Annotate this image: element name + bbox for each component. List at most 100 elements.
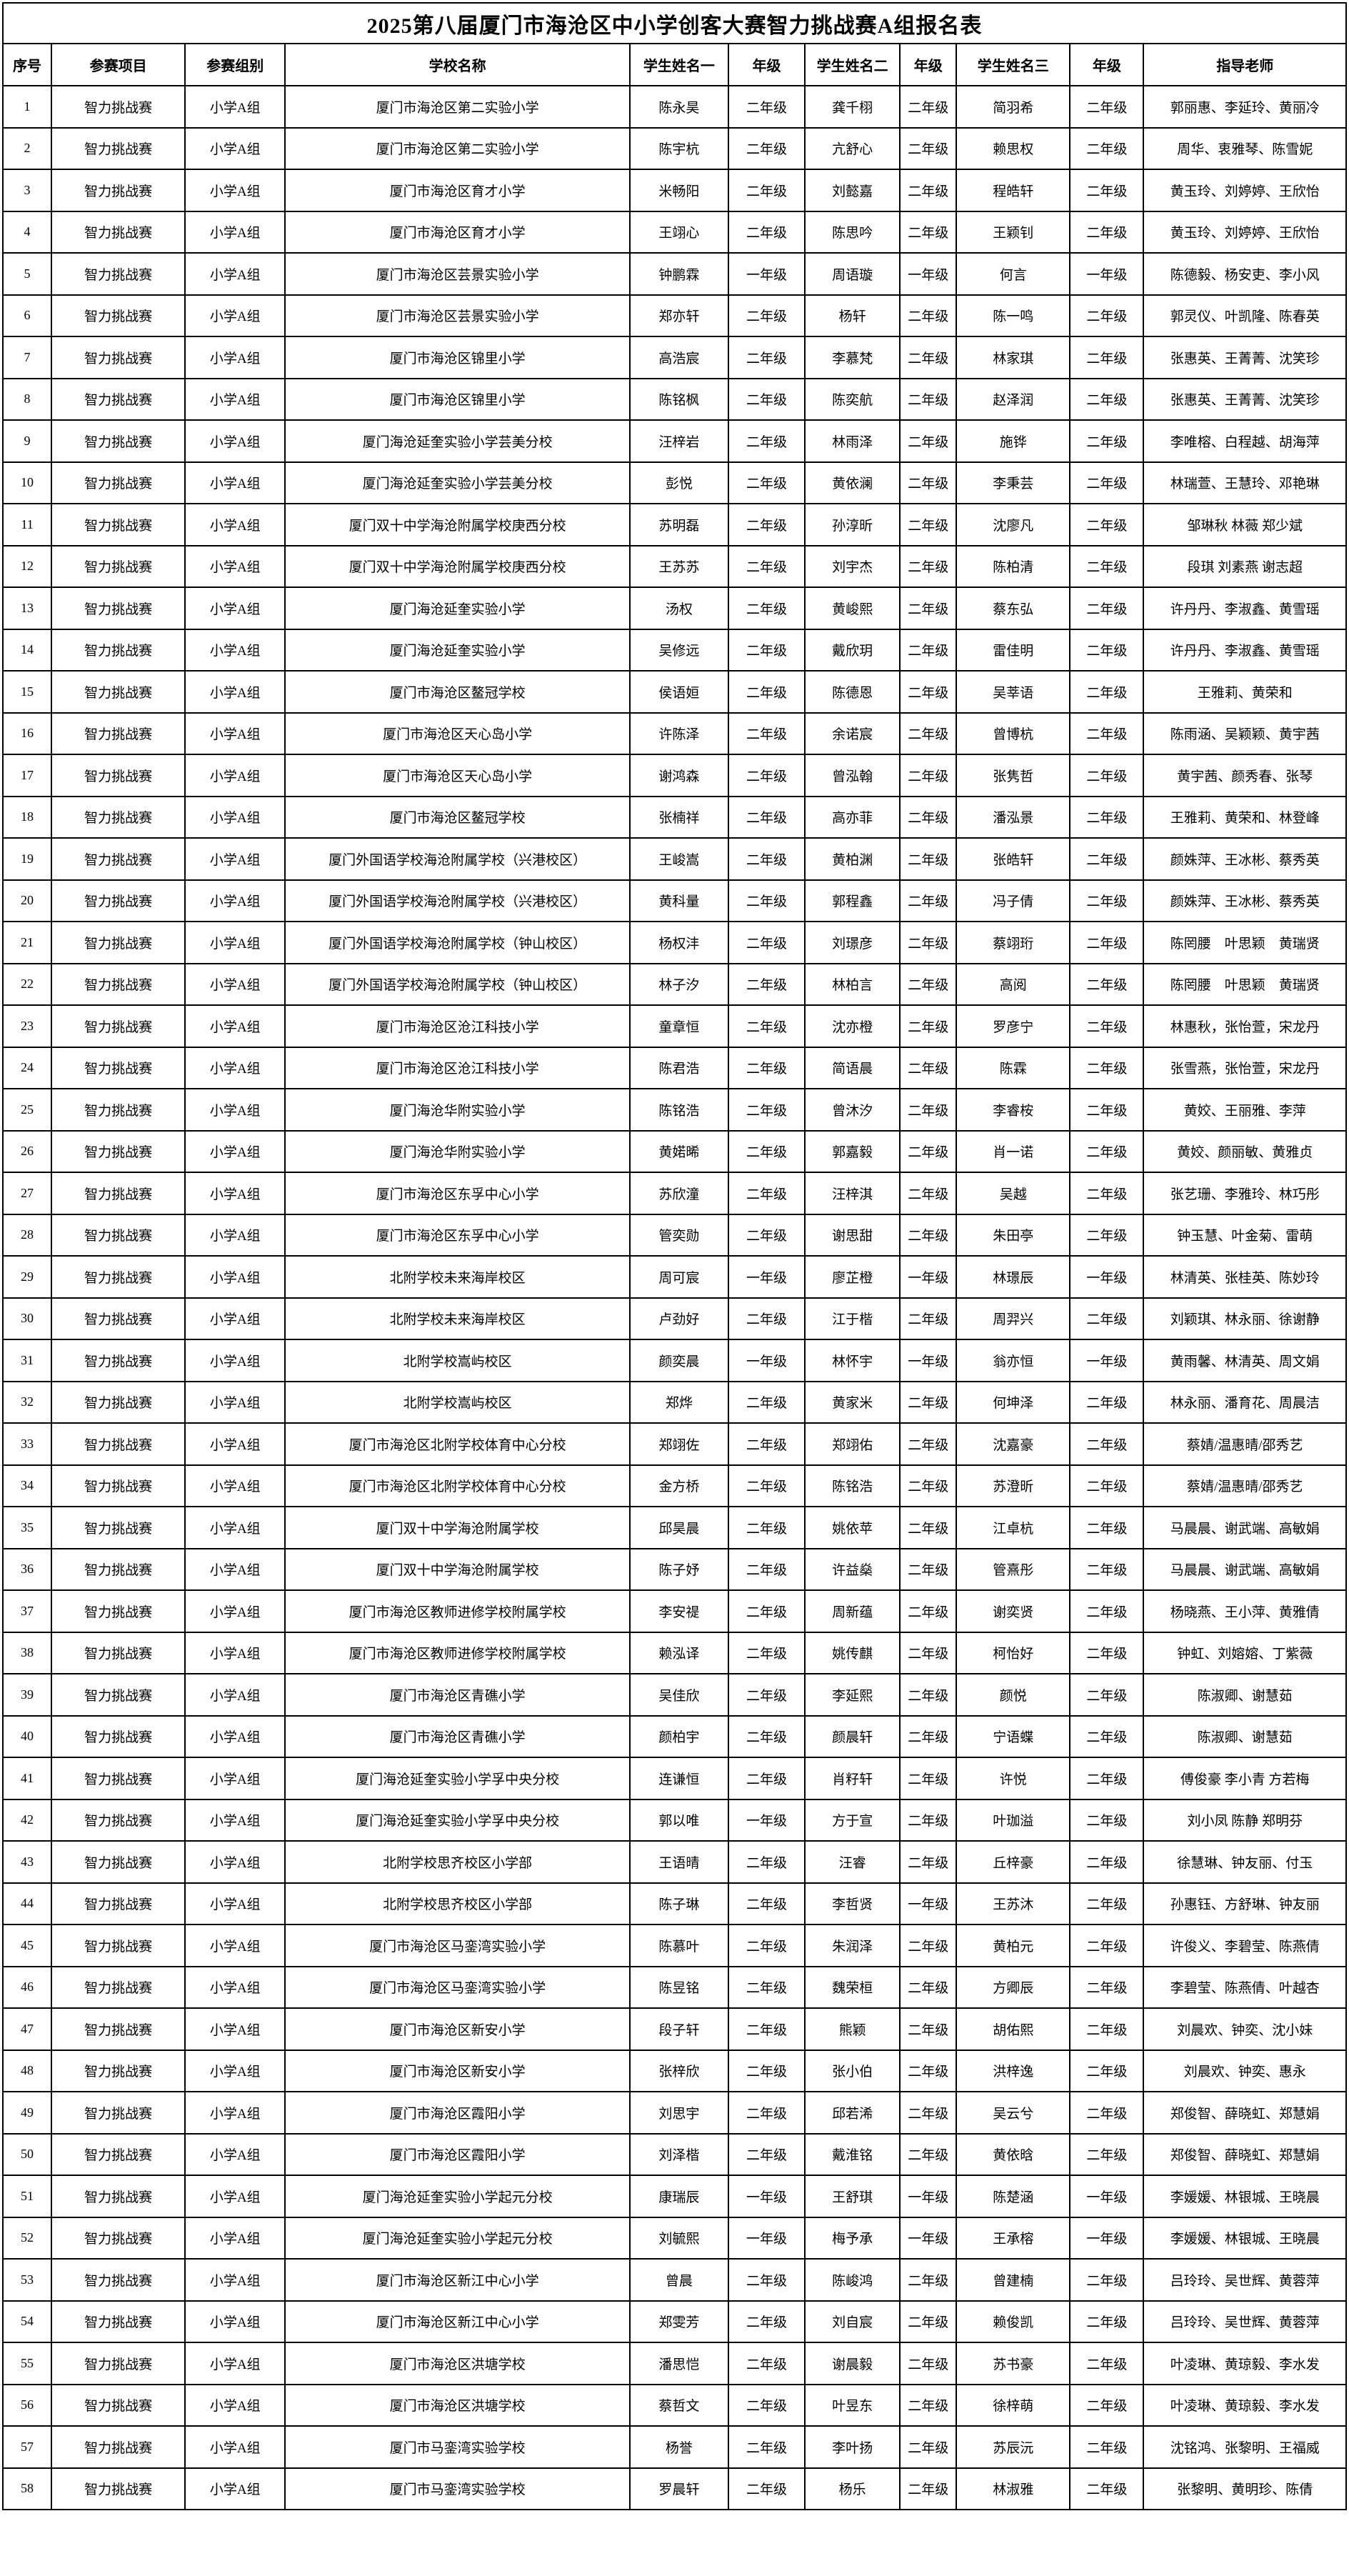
header-grade1: 年级 <box>727 43 806 86</box>
table-row: 22 智力挑战赛 小学A组 厦门外国语学校海沧附属学校（钟山校区） 林子汐 二年… <box>1 962 1347 1006</box>
cell-grade2: 二年级 <box>899 1798 958 1842</box>
cell-event: 智力挑战赛 <box>51 419 186 463</box>
cell-school: 厦门市海沧区育才小学 <box>284 210 631 254</box>
cell-student2: 林怀宇 <box>804 1339 901 1382</box>
cell-event: 智力挑战赛 <box>51 252 186 296</box>
cell-student1: 刘毓熙 <box>628 2216 729 2260</box>
cell-student1: 陈宇杭 <box>628 126 729 170</box>
cell-grade2: 二年级 <box>899 503 958 546</box>
cell-grade2: 一年级 <box>899 1339 958 1382</box>
cell-student3: 陈霖 <box>956 1046 1071 1089</box>
cell-grade1: 二年级 <box>727 1464 806 1507</box>
cell-teachers: 吕玲玲、吴世辉、黄蓉萍 <box>1143 2258 1347 2302</box>
cell-school: 厦门市马銮湾实验学校 <box>284 2425 631 2469</box>
table-row: 8 智力挑战赛 小学A组 厦门市海沧区锦里小学 陈铭枫 二年级 陈奕航 二年级 … <box>1 377 1347 421</box>
cell-grade3: 二年级 <box>1069 1004 1145 1048</box>
cell-group: 小学A组 <box>184 1631 286 1674</box>
table-row: 13 智力挑战赛 小学A组 厦门海沧延奎实验小学 汤权 二年级 黄峻熙 二年级 … <box>1 586 1347 630</box>
cell-group: 小学A组 <box>184 169 286 212</box>
cell-event: 智力挑战赛 <box>51 879 186 922</box>
cell-grade2: 二年级 <box>899 1046 958 1089</box>
cell-group: 小学A组 <box>184 294 286 337</box>
cell-student1: 苏欣潼 <box>628 1172 729 1215</box>
cell-grade2: 二年级 <box>899 1422 958 1466</box>
cell-student2: 姚依苹 <box>804 1506 901 1549</box>
cell-grade1: 二年级 <box>727 419 806 463</box>
header-event: 参赛项目 <box>51 43 186 86</box>
cell-student3: 简羽希 <box>956 85 1071 129</box>
cell-event: 智力挑战赛 <box>51 85 186 129</box>
cell-school: 厦门海沧延奎实验小学孚中央分校 <box>284 1757 631 1800</box>
cell-serial: 56 <box>1 2383 53 2427</box>
cell-teachers: 林惠秋，张怡萱，宋龙丹 <box>1143 1004 1347 1048</box>
cell-serial: 16 <box>1 712 53 755</box>
cell-event: 智力挑战赛 <box>51 1255 186 1299</box>
cell-grade3: 二年级 <box>1069 1798 1145 1842</box>
cell-school: 厦门市海沧区新江中心小学 <box>284 2258 631 2302</box>
cell-serial: 41 <box>1 1757 53 1800</box>
cell-group: 小学A组 <box>184 2258 286 2302</box>
cell-grade1: 二年级 <box>727 1589 806 1633</box>
cell-group: 小学A组 <box>184 2091 286 2135</box>
cell-student3: 赖俊凯 <box>956 2300 1071 2343</box>
cell-serial: 27 <box>1 1172 53 1215</box>
cell-student2: 刘宇杰 <box>804 544 901 588</box>
cell-grade2: 一年级 <box>899 2175 958 2218</box>
cell-student3: 陈楚涵 <box>956 2175 1071 2218</box>
cell-teachers: 钟虹、刘嫆嫆、丁紫薇 <box>1143 1631 1347 1674</box>
cell-group: 小学A组 <box>184 1004 286 1048</box>
cell-grade1: 二年级 <box>727 879 806 922</box>
cell-teachers: 刘小凤 陈静 郑明芬 <box>1143 1798 1347 1842</box>
cell-student3: 王颖钊 <box>956 210 1071 254</box>
cell-grade2: 二年级 <box>899 1547 958 1591</box>
table-row: 5 智力挑战赛 小学A组 厦门市海沧区芸景实验小学 钟鹏霖 一年级 周语璇 一年… <box>1 252 1347 296</box>
cell-student2: 汪睿 <box>804 1840 901 1884</box>
cell-group: 小学A组 <box>184 795 286 839</box>
cell-student2: 刘自宸 <box>804 2300 901 2343</box>
cell-grade1: 二年级 <box>727 1088 806 1132</box>
cell-group: 小学A组 <box>184 419 286 463</box>
table-row: 53 智力挑战赛 小学A组 厦门市海沧区新江中心小学 曾晨 二年级 陈峻鸿 二年… <box>1 2258 1347 2302</box>
cell-grade2: 二年级 <box>899 754 958 797</box>
cell-student1: 陈子琳 <box>628 1882 729 1925</box>
cell-group: 小学A组 <box>184 2132 286 2176</box>
cell-grade1: 二年级 <box>727 2007 806 2051</box>
cell-student1: 黄科量 <box>628 879 729 922</box>
table-row: 52 智力挑战赛 小学A组 厦门海沧延奎实验小学起元分校 刘毓熙 一年级 梅予承… <box>1 2216 1347 2260</box>
cell-group: 小学A组 <box>184 754 286 797</box>
cell-grade2: 二年级 <box>899 1714 958 1758</box>
cell-group: 小学A组 <box>184 1422 286 1466</box>
cell-grade3: 二年级 <box>1069 921 1145 964</box>
cell-event: 智力挑战赛 <box>51 628 186 672</box>
cell-event: 智力挑战赛 <box>51 1380 186 1424</box>
cell-grade3: 二年级 <box>1069 1631 1145 1674</box>
cell-student3: 陈一鸣 <box>956 294 1071 337</box>
cell-student1: 李安禔 <box>628 1589 729 1633</box>
cell-serial: 51 <box>1 2175 53 2218</box>
cell-school: 厦门市海沧区芸景实验小学 <box>284 294 631 337</box>
cell-student2: 陈峻鸿 <box>804 2258 901 2302</box>
cell-serial: 49 <box>1 2091 53 2135</box>
cell-group: 小学A组 <box>184 1088 286 1132</box>
cell-student1: 卢劲好 <box>628 1297 729 1340</box>
table-row: 55 智力挑战赛 小学A组 厦门市海沧区洪塘学校 潘思恺 二年级 谢晨毅 二年级… <box>1 2342 1347 2385</box>
cell-student1: 高浩宸 <box>628 336 729 379</box>
cell-event: 智力挑战赛 <box>51 2425 186 2469</box>
cell-grade2: 二年级 <box>899 1631 958 1674</box>
cell-student3: 江卓杭 <box>956 1506 1071 1549</box>
cell-student3: 洪梓逸 <box>956 2049 1071 2092</box>
cell-grade2: 二年级 <box>899 126 958 170</box>
cell-student3: 程皓轩 <box>956 169 1071 212</box>
cell-grade2: 二年级 <box>899 1004 958 1048</box>
cell-student2: 邱若浠 <box>804 2091 901 2135</box>
cell-group: 小学A组 <box>184 2383 286 2427</box>
cell-grade3: 二年级 <box>1069 837 1145 881</box>
header-student3: 学生姓名三 <box>956 43 1071 86</box>
cell-serial: 28 <box>1 1213 53 1257</box>
cell-grade1: 二年级 <box>727 461 806 504</box>
cell-teachers: 徐慧琳、钟友丽、付玉 <box>1143 1840 1347 1884</box>
cell-event: 智力挑战赛 <box>51 1840 186 1884</box>
cell-grade3: 二年级 <box>1069 2425 1145 2469</box>
table-row: 38 智力挑战赛 小学A组 厦门市海沧区教师进修学校附属学校 赖泓译 二年级 姚… <box>1 1631 1347 1674</box>
table-row: 17 智力挑战赛 小学A组 厦门市海沧区天心岛小学 谢鸿森 二年级 曾泓翰 二年… <box>1 754 1347 797</box>
